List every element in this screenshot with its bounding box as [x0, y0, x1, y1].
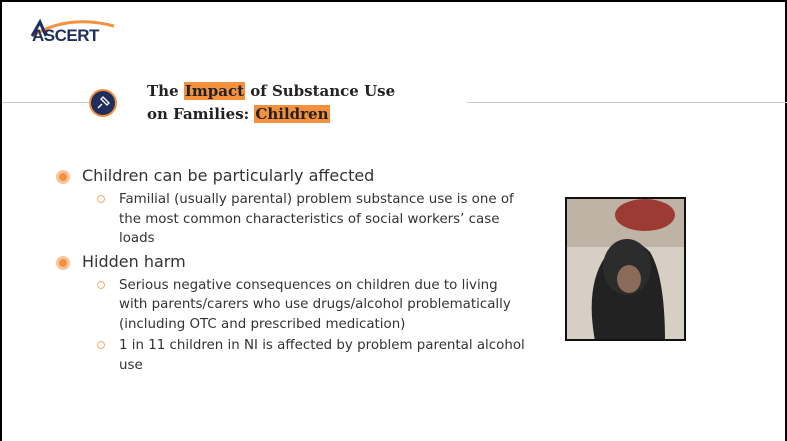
divider [2, 102, 97, 103]
sub-bullet: Familial (usually parental) problem subs… [54, 190, 529, 249]
title-text: The [147, 82, 179, 100]
title-highlight: Impact [184, 82, 245, 100]
sub-bullet: 1 in 11 children in NI is affected by pr… [54, 336, 529, 375]
logo: ASCERT [32, 26, 99, 46]
slide-title: The Impact of Substance Use on Families:… [147, 80, 395, 126]
title-text: on Families: [147, 105, 249, 123]
bullet: Children can be particularly affected [54, 165, 534, 187]
sub-bullet: Serious negative consequences on childre… [54, 276, 529, 335]
bullet-list: Children can be particularly affected Fam… [54, 165, 534, 377]
photo [565, 197, 686, 341]
pin-icon [88, 88, 118, 118]
divider [467, 102, 787, 103]
title-highlight: Children [254, 105, 329, 123]
title-text: of Substance Use [250, 82, 395, 100]
bullet: Hidden harm [54, 251, 534, 273]
slide: ASCERT The Impact of Substance Use on Fa… [0, 0, 787, 441]
